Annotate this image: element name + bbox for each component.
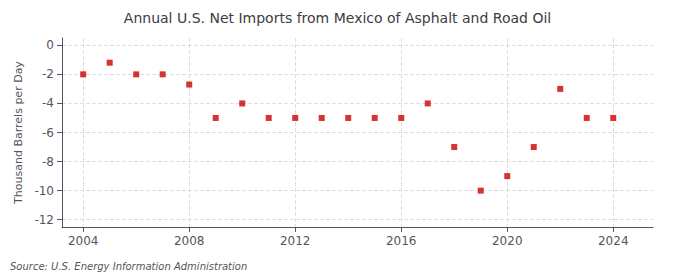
svg-text:2008: 2008 [174,234,205,248]
svg-text:-12: -12 [34,213,54,227]
svg-text:2012: 2012 [280,234,311,248]
svg-text:2024: 2024 [598,234,629,248]
svg-text:Annual U.S. Net Imports from M: Annual U.S. Net Imports from Mexico of A… [124,10,551,26]
svg-text:-10: -10 [34,184,54,198]
svg-text:-6: -6 [42,126,54,140]
svg-text:2016: 2016 [386,234,417,248]
svg-text:0: 0 [46,38,54,52]
svg-text:2004: 2004 [68,234,99,248]
svg-text:-8: -8 [42,155,54,169]
svg-text:-4: -4 [42,96,54,110]
svg-text:2020: 2020 [492,234,523,248]
svg-text:Thousand Barrels per Day: Thousand Barrels per Day [12,61,25,205]
svg-text:-2: -2 [42,67,54,81]
svg-text:Source: U.S. Energy Informatio: Source: U.S. Energy Information Administ… [10,261,247,272]
